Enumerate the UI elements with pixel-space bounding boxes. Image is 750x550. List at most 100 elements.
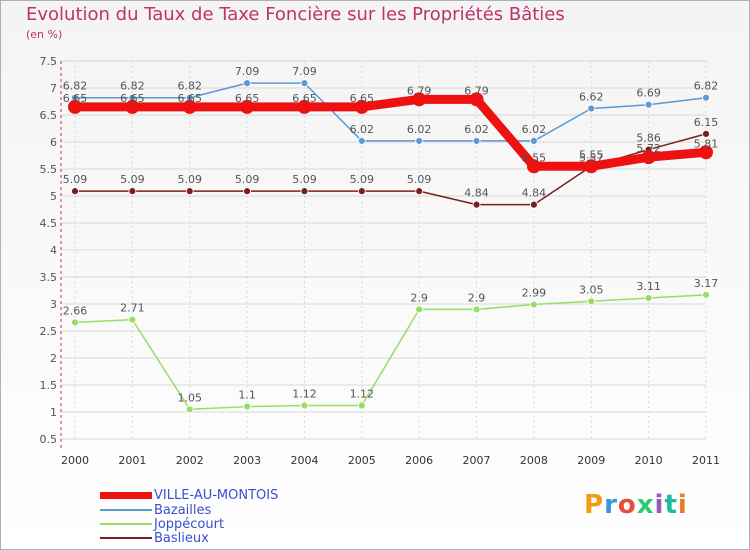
data-point	[125, 99, 140, 114]
y-tick-label: 6.5	[40, 109, 58, 122]
data-label: 6.15	[694, 116, 719, 129]
data-label: 7.09	[235, 65, 260, 78]
data-point	[584, 159, 599, 174]
x-tick-label: 2002	[176, 454, 204, 467]
data-label: 6.65	[292, 92, 317, 105]
data-point	[415, 305, 424, 314]
legend-swatch	[100, 509, 152, 511]
y-tick-label: 7	[50, 82, 57, 95]
data-point	[300, 187, 309, 196]
logo-letter: i	[677, 490, 688, 520]
data-point	[644, 294, 653, 302]
data-point	[354, 99, 369, 114]
data-label: 5.72	[636, 142, 661, 155]
data-label: 5.09	[350, 173, 375, 186]
data-label: 5.57	[579, 151, 604, 164]
legend-item-joppecourt: Joppécourt	[100, 516, 225, 532]
y-tick-label: 6	[50, 136, 57, 149]
proxiti-logo: Proxiti	[584, 490, 688, 520]
data-point	[185, 405, 194, 414]
data-label: 5.81	[694, 137, 719, 150]
data-label: 6.62	[579, 91, 604, 104]
data-point	[71, 187, 79, 196]
data-label: 4.84	[522, 187, 547, 200]
y-tick-label: 2	[50, 352, 57, 365]
logo-letter: t	[664, 490, 678, 520]
data-point	[587, 297, 596, 306]
legend-label: Bazailles	[154, 502, 212, 518]
data-point	[357, 401, 366, 410]
legend-swatch	[100, 523, 152, 525]
logo-letter: P	[584, 490, 605, 520]
y-tick-label: 3	[50, 298, 57, 311]
x-tick-label: 2003	[233, 454, 261, 467]
data-label: 1.1	[238, 389, 256, 402]
data-label: 5.09	[120, 173, 145, 186]
legend-item-ville-au-montois: VILLE-AU-MONTOIS	[100, 488, 278, 503]
data-point	[415, 187, 424, 196]
data-point	[644, 100, 653, 109]
y-axis-unit: (en %)	[26, 28, 63, 41]
y-tick-label: 3.5	[40, 271, 58, 284]
data-point	[530, 300, 538, 309]
data-label: 2.99	[522, 287, 547, 300]
legend-label: Baslieux	[154, 530, 209, 546]
x-tick-label: 2006	[405, 454, 433, 467]
legend-label: Joppécourt	[154, 516, 225, 532]
legend-item-baslieux: Baslieux	[100, 530, 209, 546]
data-point	[185, 187, 194, 196]
data-point	[415, 137, 424, 145]
data-label: 6.82	[694, 80, 719, 93]
data-label: 5.09	[63, 173, 88, 186]
x-tick-label: 2004	[290, 454, 318, 467]
legend-item-bazailles: Bazailles	[100, 502, 212, 518]
data-point	[702, 290, 710, 299]
data-point	[182, 99, 197, 114]
x-tick-label: 2009	[577, 454, 605, 467]
data-label: 2.9	[468, 291, 486, 304]
x-tick-label: 2008	[520, 454, 548, 467]
data-label: 6.82	[63, 80, 88, 93]
series-line-0	[75, 94, 707, 171]
data-label: 2.66	[63, 304, 88, 317]
series-line-1	[75, 82, 707, 142]
x-tick-label: 2011	[692, 454, 720, 467]
data-label: 5.55	[579, 148, 604, 161]
y-tick-label: 2.5	[40, 325, 58, 338]
data-label: 5.86	[636, 132, 661, 145]
series-line-2	[74, 294, 707, 411]
data-label: 6.82	[120, 80, 145, 93]
data-label: 5.09	[292, 173, 317, 186]
data-point	[469, 92, 484, 107]
logo-letter: x	[636, 490, 655, 520]
data-label: 5.09	[177, 173, 202, 186]
data-point	[530, 200, 538, 209]
legend-swatch	[100, 537, 152, 539]
y-tick-label: 5.5	[40, 163, 58, 176]
data-label: 6.02	[522, 123, 547, 136]
data-label: 6.65	[63, 92, 88, 105]
data-point	[68, 99, 82, 114]
data-label: 5.09	[235, 173, 260, 186]
data-label: 6.69	[636, 87, 661, 100]
x-tick-label: 2000	[61, 454, 89, 467]
x-tick-label: 2005	[348, 454, 376, 467]
y-tick-label: 4	[50, 244, 57, 257]
data-label: 2.9	[410, 291, 428, 304]
data-label: 4.84	[464, 187, 489, 200]
data-label: 3.17	[694, 277, 719, 290]
data-label: 1.05	[177, 391, 202, 404]
data-point	[128, 187, 137, 196]
x-tick-label: 2001	[118, 454, 146, 467]
data-label: 6.79	[464, 84, 489, 97]
data-point	[243, 79, 251, 88]
data-point	[472, 305, 481, 314]
data-point	[300, 401, 309, 410]
data-label: 6.82	[177, 80, 202, 93]
data-point	[641, 150, 656, 165]
data-point	[240, 99, 255, 114]
data-point	[702, 129, 710, 138]
data-point	[357, 187, 366, 196]
data-label: 3.11	[636, 280, 661, 293]
